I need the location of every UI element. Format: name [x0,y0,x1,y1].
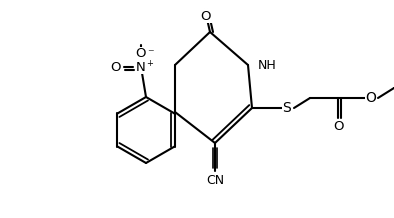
Text: O: O [136,47,146,60]
Text: O: O [111,61,121,73]
Text: O: O [201,10,211,22]
Text: NH: NH [258,58,277,72]
Text: +: + [146,58,153,68]
Text: CN: CN [206,174,224,187]
Text: N: N [136,61,146,73]
Text: O: O [334,119,344,133]
Text: ⁻: ⁻ [147,47,154,60]
Text: S: S [282,101,292,115]
Text: O: O [366,91,376,105]
